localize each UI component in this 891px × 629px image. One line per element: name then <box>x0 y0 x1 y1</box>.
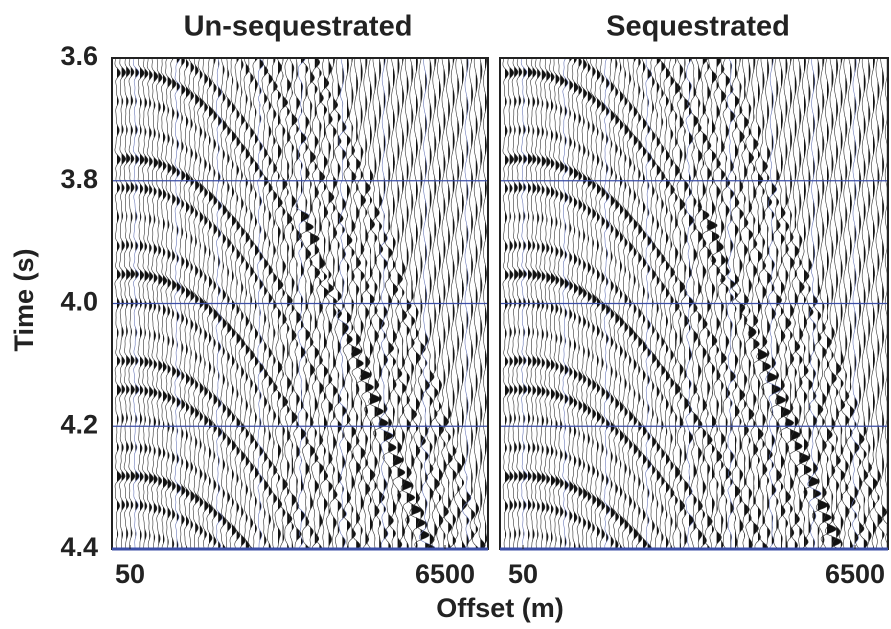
y-tick-label: 4.0 <box>60 287 98 317</box>
trace-fill <box>259 58 264 549</box>
x-tick-label: 50 <box>508 559 538 589</box>
trace-fill <box>370 58 381 549</box>
trace-fill <box>365 58 374 549</box>
y-tick-label: 4.4 <box>60 532 98 562</box>
trace-fill <box>466 58 471 549</box>
trace-fill <box>748 58 757 549</box>
trace-fill <box>684 58 690 549</box>
trace-fill <box>647 58 652 549</box>
y-axis-label: Time (s) <box>9 248 39 351</box>
trace-fill <box>716 58 724 549</box>
trace-fill <box>462 58 467 549</box>
y-tick-label: 3.8 <box>60 164 98 194</box>
x-tick-label: 6500 <box>825 559 885 589</box>
trace-fill <box>850 58 856 549</box>
x-tick-label: 6500 <box>415 559 475 589</box>
trace-fill <box>448 58 453 549</box>
trace-fill <box>268 58 273 549</box>
trace-fill <box>702 58 710 549</box>
x-tick-label: 50 <box>115 559 145 589</box>
trace-fill <box>804 58 812 549</box>
trace-fill <box>250 58 255 549</box>
trace-fill <box>434 58 440 549</box>
x-axis-label: Offset (m) <box>436 593 564 623</box>
panel-title: Un-sequestrated <box>184 11 413 43</box>
trace-fill <box>836 58 842 549</box>
trace-fill <box>868 58 872 549</box>
panel-title: Sequestrated <box>606 11 790 43</box>
trace-fill <box>291 58 298 549</box>
trace-fill <box>278 58 283 549</box>
trace-fill <box>564 58 569 549</box>
trace-fill <box>624 58 629 549</box>
trace-fill <box>347 58 353 549</box>
trace-fill <box>873 58 878 549</box>
trace-fill <box>163 58 168 549</box>
y-tick-label: 3.6 <box>60 41 98 71</box>
trace-fill <box>416 58 426 549</box>
trace-fill <box>480 58 486 549</box>
trace-fill <box>227 58 232 549</box>
trace-fill <box>360 58 372 549</box>
y-tick-label: 4.2 <box>60 409 98 439</box>
